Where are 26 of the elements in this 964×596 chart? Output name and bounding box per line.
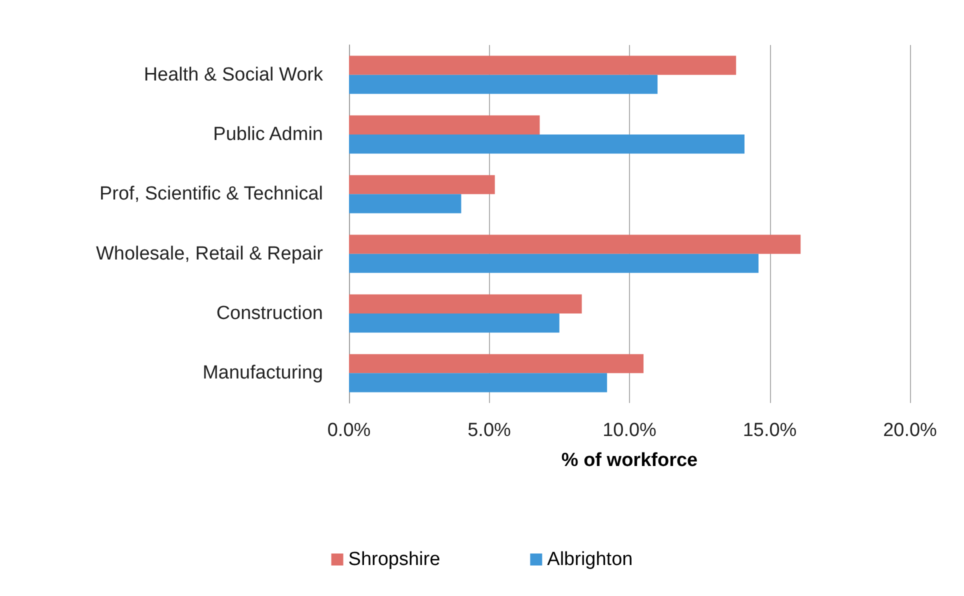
bar [349, 175, 495, 194]
bar [349, 354, 644, 374]
bar [349, 115, 540, 134]
y-tick-label: Manufacturing [202, 362, 323, 384]
bar [349, 254, 759, 273]
legend-label: Shropshire [348, 549, 440, 570]
y-tick-label: Public Admin [213, 124, 323, 145]
x-tick-label: 0.0% [327, 420, 371, 441]
x-axis-title: % of workforce [561, 450, 698, 471]
bar [349, 314, 560, 333]
x-tick-label: 15.0% [742, 420, 797, 441]
bar [349, 294, 582, 314]
x-tick-label: 20.0% [883, 420, 938, 441]
x-tick-label: 5.0% [468, 420, 512, 441]
bar [349, 56, 736, 75]
bar [349, 373, 608, 392]
bar [349, 74, 658, 94]
bar [349, 194, 462, 214]
y-tick-label: Construction [216, 303, 323, 324]
legend-label: Albrighton [547, 549, 633, 570]
y-tick-label: Health & Social Work [144, 64, 324, 86]
bar [349, 234, 801, 254]
bar [349, 134, 745, 154]
y-tick-label: Wholesale, Retail & Repair [96, 243, 324, 264]
y-tick-label: Prof, Scientific & Technical [99, 184, 323, 205]
x-tick-label: 10.0% [602, 420, 657, 441]
